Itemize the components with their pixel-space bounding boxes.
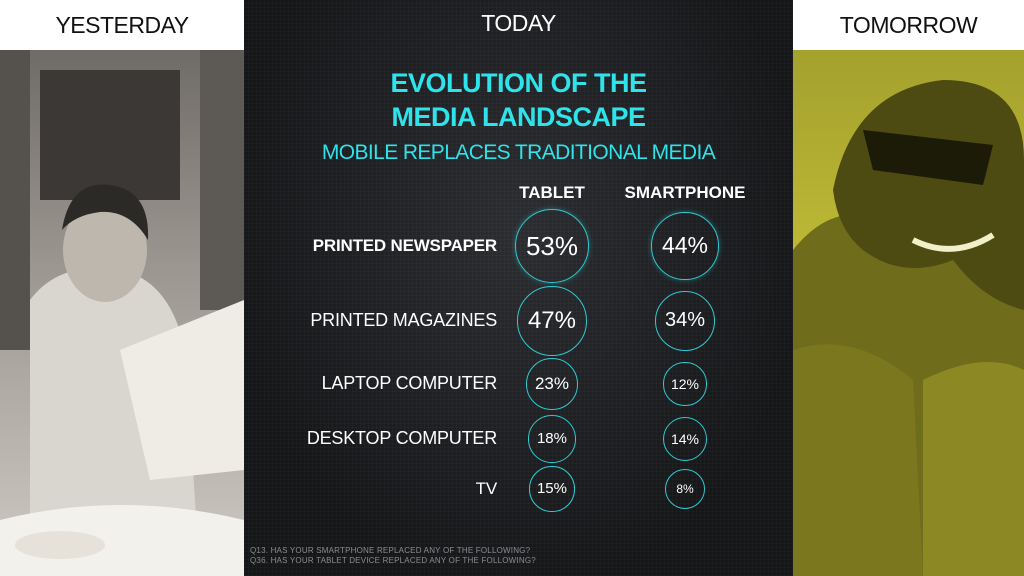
value-bubble-smartphone-5: 8%: [664, 468, 705, 509]
value-label: 53%: [525, 230, 579, 261]
man-with-smart-glasses-image: [793, 50, 1024, 576]
row-label-tv: TV: [475, 478, 498, 498]
column-header-tablet: TABLET: [519, 183, 585, 202]
man-reading-newspaper-image: [0, 50, 244, 576]
row-label-printed-magazines: PRINTED MAGAZINES: [310, 310, 497, 331]
yesterday-column: YESTERDAY: [0, 0, 244, 576]
value-label: 15%: [536, 480, 567, 498]
value-bubble-tablet-4: 18%: [528, 415, 576, 463]
chart-subtitle: MOBILE REPLACES TRADITIONAL MEDIA: [321, 141, 716, 164]
chart-title: EVOLUTION OF THE MEDIA LANDSCAPE: [244, 66, 793, 134]
tomorrow-photo: [793, 50, 1024, 576]
value-label: 23%: [534, 373, 569, 393]
yesterday-photo: [0, 50, 244, 576]
value-bubble-smartphone-4: 14%: [662, 416, 708, 462]
footnote-line-2: Q36. HAS YOUR TABLET DEVICE REPLACED ANY…: [250, 556, 536, 565]
row-label-printed-newspaper: PRINTED NEWSPAPER: [312, 236, 497, 255]
value-bubble-tablet-1: 53%: [515, 209, 589, 283]
title-line-2: MEDIA LANDSCAPE: [391, 102, 646, 132]
title-line-1: EVOLUTION OF THE: [390, 68, 647, 98]
tomorrow-header: TOMORROW: [793, 0, 1024, 50]
today-panel: TODAY EVOLUTION OF THE MEDIA LANDSCAPE M…: [244, 0, 793, 576]
today-header: TODAY: [481, 10, 556, 36]
value-label: 34%: [664, 309, 705, 332]
value-label: 14%: [670, 430, 699, 447]
yesterday-header: YESTERDAY: [0, 0, 244, 50]
value-bubble-smartphone-1: 44%: [651, 212, 719, 280]
value-bubble-smartphone-3: 12%: [663, 362, 707, 406]
value-label: 8%: [676, 481, 694, 496]
footnote: Q13. HAS YOUR SMARTPHONE REPLACED ANY OF…: [250, 546, 536, 566]
value-bubble-tablet-5: 15%: [529, 466, 575, 512]
row-label-desktop-computer: DESKTOP COMPUTER: [306, 428, 497, 449]
row-label-laptop-computer: LAPTOP COMPUTER: [321, 373, 498, 394]
value-label: 44%: [661, 232, 709, 259]
value-label: 12%: [670, 375, 699, 392]
value-label: 18%: [536, 430, 567, 448]
value-bubble-smartphone-2: 34%: [655, 291, 715, 351]
value-bubble-tablet-3: 23%: [526, 358, 578, 410]
tomorrow-column: TOMORROW: [793, 0, 1024, 576]
footnote-line-1: Q13. HAS YOUR SMARTPHONE REPLACED ANY OF…: [250, 546, 531, 555]
value-label: 47%: [527, 306, 576, 334]
column-header-smartphone: SMARTPHONE: [624, 183, 746, 202]
value-bubble-tablet-2: 47%: [517, 286, 587, 356]
